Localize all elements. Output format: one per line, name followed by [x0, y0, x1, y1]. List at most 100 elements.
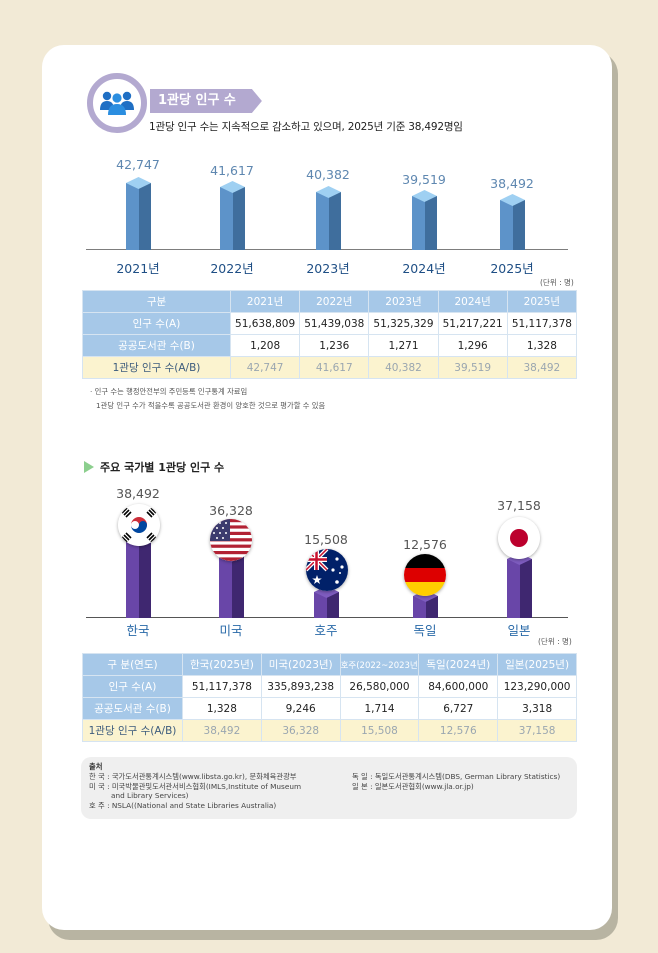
section-icon-circle: [87, 73, 147, 133]
country-data-table: 구 분(연도) 한국(2025년) 미국(2023년) 호주(2022~2023…: [82, 653, 577, 742]
table-cell: 42,747: [229, 356, 301, 379]
table-header: 호주(2022~2023년): [339, 653, 420, 676]
source-right-column: 독 일 : 독일도서관통계시스템(DBS, German Library Sta…: [352, 772, 560, 791]
bar-2024: [412, 190, 437, 250]
section-subtitle: 1관당 인구 수는 지속적으로 감소하고 있으며, 2025년 기준 38,49…: [149, 121, 463, 133]
table-cell: 335,893,238: [260, 675, 341, 698]
table-cell: 1,236: [299, 334, 370, 357]
bar-2021: [126, 177, 151, 250]
table-cell: 51,217,221: [437, 312, 508, 335]
bar-2023: [316, 186, 341, 250]
japan-flag-icon: [498, 517, 540, 559]
table-header: 2023년: [368, 290, 439, 313]
table-row: 공공도서관 수(B) 1,328 9,246 1,714 6,727 3,318: [82, 697, 577, 720]
table-cell: 12,576: [418, 719, 499, 742]
source-box: 출처 한 국 : 국가도서관통계시스템(www.libsta.go.kr), 문…: [81, 757, 577, 819]
table-header: 구분: [82, 290, 231, 313]
bar-value: 41,617: [210, 163, 254, 178]
bar-category: 호주: [314, 623, 338, 638]
triangle-bullet-icon: [84, 461, 94, 473]
row-label: 공공도서관 수(B): [82, 697, 183, 720]
table-row: 공공도서관 수(B) 1,208 1,236 1,271 1,296 1,328: [82, 334, 578, 357]
table-cell: 15,508: [339, 719, 420, 742]
table-cell: 1,328: [506, 334, 578, 357]
table-cell: 3,318: [497, 697, 577, 720]
source-left-column: 한 국 : 국가도서관통계시스템(www.libsta.go.kr), 문화체육…: [89, 772, 301, 810]
table-cell: 40,382: [368, 356, 439, 379]
source-line: 호 주 : NSLA((National and State Libraries…: [89, 800, 277, 810]
row-label: 1관당 인구 수(A/B): [82, 719, 183, 742]
table-row: 인구 수(A) 51,638,809 51,439,038 51,325,329…: [82, 312, 578, 335]
bar-value: 40,382: [306, 167, 350, 182]
table-row: 인구 수(A) 51,117,378 335,893,238 26,580,00…: [82, 675, 577, 698]
bar-category: 2023년: [306, 261, 350, 276]
bar-category: 한국: [126, 623, 150, 638]
bar-2025: [500, 194, 525, 250]
row-label: 공공도서관 수(B): [82, 334, 231, 357]
table-header: 일본(2025년): [497, 653, 577, 676]
table-cell: 1,714: [339, 697, 420, 720]
table-cell: 84,600,000: [418, 675, 499, 698]
bar-australia: [314, 586, 339, 618]
row-label: 인구 수(A): [82, 312, 231, 335]
bar-category: 독일: [413, 623, 437, 638]
unit-label: (단위 : 명): [540, 278, 574, 287]
table-row-ratio: 1관당 인구 수(A/B) 42,747 41,617 40,382 39,51…: [82, 356, 578, 379]
bar-category: 2022년: [210, 261, 254, 276]
unit-label: (단위 : 명): [538, 637, 572, 646]
bar-value: 38,492: [116, 486, 160, 501]
bar-value: 36,328: [209, 503, 253, 518]
row-label: 인구 수(A): [82, 675, 183, 698]
table-header: 2024년: [437, 290, 508, 313]
table-cell: 6,727: [418, 697, 499, 720]
table-cell: 1,296: [437, 334, 508, 357]
bar-category: 일본: [507, 623, 531, 638]
row-label: 1관당 인구 수(A/B): [82, 356, 231, 379]
table-header: 2022년: [299, 290, 370, 313]
germany-flag-icon: [404, 554, 446, 596]
table-cell: 39,519: [437, 356, 508, 379]
korea-flag-icon: [118, 504, 160, 546]
table-row-ratio: 1관당 인구 수(A/B) 38,492 36,328 15,508 12,57…: [82, 719, 577, 742]
table-cell: 38,492: [182, 719, 262, 742]
table-cell: 38,492: [506, 356, 578, 379]
bar-value: 12,576: [403, 537, 447, 552]
source-line: 독 일 : 독일도서관통계시스템(DBS, German Library Sta…: [352, 772, 561, 781]
usa-flag-icon: [210, 519, 252, 561]
bar-value: 37,158: [497, 498, 541, 513]
australia-flag-icon: [306, 549, 348, 591]
footnote: · 인구 수는 행정안전부의 주민등록 인구통계 자료임: [90, 387, 248, 396]
table-cell: 26,580,000: [339, 675, 420, 698]
bar-value: 15,508: [304, 532, 348, 547]
table-cell: 51,638,809: [229, 312, 301, 335]
table-header-row: 구분 2021년 2022년 2023년 2024년 2025년: [82, 290, 578, 313]
table-header: 구 분(연도): [82, 653, 183, 676]
bar-category: 2025년: [490, 261, 534, 276]
bar-category: 2024년: [402, 261, 446, 276]
table-cell: 123,290,000: [497, 675, 577, 698]
table-cell: 1,328: [182, 697, 262, 720]
people-group-icon: [100, 91, 134, 115]
source-line: 미 국 : 미국박물관및도서관서비스협회(IMLS,Institute of M…: [89, 781, 302, 791]
table-cell: 37,158: [497, 719, 577, 742]
table-cell: 51,117,378: [182, 675, 262, 698]
table-header: 한국(2025년): [182, 653, 262, 676]
bar-japan: [507, 553, 532, 618]
bar-category: 2021년: [116, 261, 160, 276]
section2-title: 주요 국가별 1관당 인구 수: [84, 459, 224, 475]
source-line: 일 본 : 일본도서관협회(www.jla.or.jp): [352, 781, 474, 791]
bar-value: 38,492: [490, 176, 534, 191]
table-cell: 9,246: [260, 697, 341, 720]
bar-category: 미국: [219, 623, 243, 638]
table-header: 독일(2024년): [418, 653, 499, 676]
table-cell: 51,117,378: [506, 312, 578, 335]
table-header: 2025년: [506, 290, 578, 313]
table-cell: 1,208: [229, 334, 301, 357]
table-header-row: 구 분(연도) 한국(2025년) 미국(2023년) 호주(2022~2023…: [82, 653, 577, 676]
table-cell: 51,439,038: [299, 312, 370, 335]
table-cell: 41,617: [299, 356, 370, 379]
source-title: 출처: [89, 762, 103, 771]
table-header: 2021년: [229, 290, 301, 313]
section-title: 1관당 인구 수: [150, 89, 262, 113]
source-line: 한 국 : 국가도서관통계시스템(www.libsta.go.kr), 문화체육…: [89, 772, 297, 781]
